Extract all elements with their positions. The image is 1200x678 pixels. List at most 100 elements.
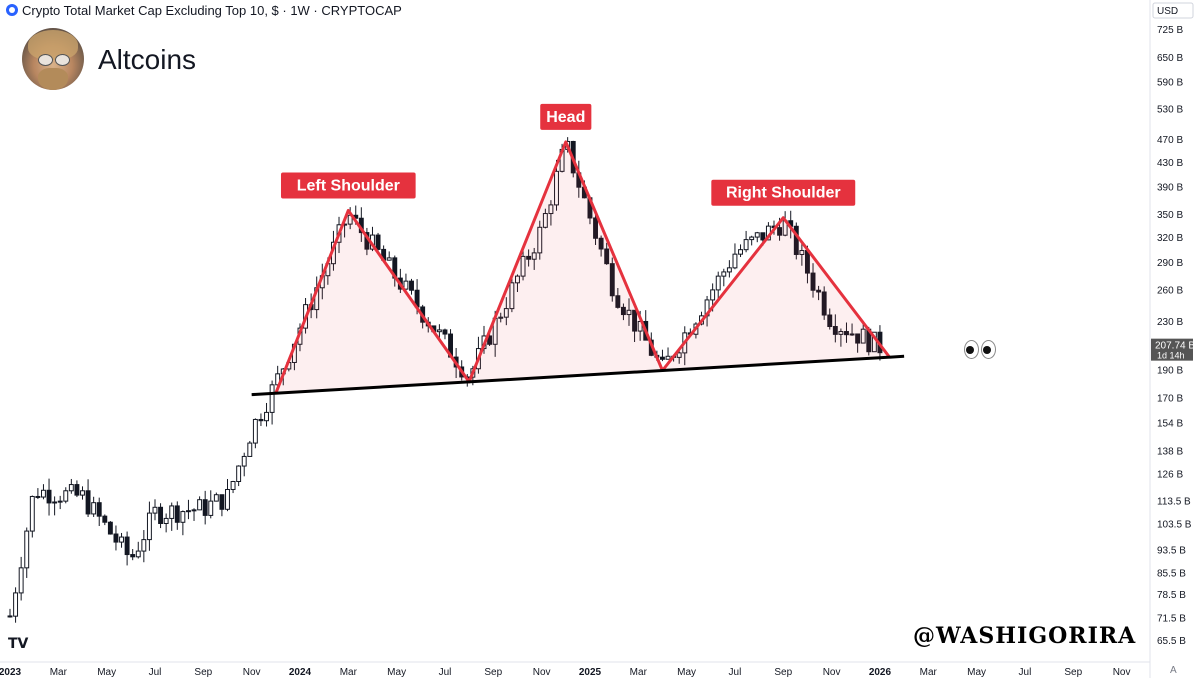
candle-body bbox=[185, 510, 191, 513]
candle-body bbox=[855, 333, 861, 344]
candle-body bbox=[63, 490, 69, 502]
candle-body bbox=[202, 499, 208, 516]
cryptocap-icon bbox=[6, 4, 18, 16]
time-axis[interactable]: 2023 Mar May Jul Sep Nov 2024 Mar May Jul Sep Nov 20… bbox=[0, 661, 1150, 678]
candle-body bbox=[41, 489, 46, 498]
candle-body bbox=[743, 239, 749, 251]
pattern-label-text: Head bbox=[546, 109, 585, 126]
candle-body bbox=[660, 356, 665, 360]
currency-label: USD bbox=[1157, 6, 1178, 17]
current-price-tag bbox=[1151, 338, 1193, 361]
candle-body bbox=[520, 255, 526, 277]
candle-body bbox=[152, 506, 158, 514]
candles-layer bbox=[7, 137, 883, 623]
candle-body bbox=[632, 309, 638, 332]
pattern-fill bbox=[275, 141, 890, 394]
candle-body bbox=[191, 509, 197, 512]
pattern-label-bg bbox=[280, 172, 416, 199]
candle-body bbox=[832, 326, 838, 335]
candle-body bbox=[230, 480, 236, 490]
candle-body bbox=[626, 309, 632, 316]
time-tick-label: Jul bbox=[729, 667, 742, 678]
price-tick-label: 170 B bbox=[1157, 394, 1183, 405]
symbol-title: Crypto Total Market Cap Excluding Top 10… bbox=[22, 2, 402, 18]
candle-body bbox=[80, 490, 85, 496]
candle-body bbox=[542, 213, 548, 228]
price-tick-label: 93.5 B bbox=[1157, 546, 1186, 557]
price-tick-label: 350 B bbox=[1157, 210, 1183, 221]
candle-body bbox=[849, 333, 855, 336]
candle-body bbox=[7, 615, 13, 618]
candle-body bbox=[615, 295, 621, 308]
time-tick-label: Nov bbox=[533, 667, 551, 678]
candle-body bbox=[68, 484, 74, 492]
pattern-label: Head bbox=[540, 103, 592, 130]
time-tick-label: Sep bbox=[194, 667, 212, 678]
time-tick-label: Mar bbox=[920, 667, 938, 678]
price-tick-label: 85.5 B bbox=[1157, 568, 1186, 579]
neckline bbox=[251, 354, 905, 397]
candle-body bbox=[24, 530, 30, 569]
candle-body bbox=[180, 511, 186, 523]
candle-body bbox=[620, 306, 626, 316]
pattern-line bbox=[274, 140, 892, 394]
candle-body bbox=[844, 331, 849, 336]
pattern-label-bg bbox=[540, 103, 592, 130]
candle-body bbox=[515, 275, 520, 284]
candle-body bbox=[860, 328, 866, 344]
time-tick-label: 2025 bbox=[579, 667, 602, 678]
pattern-label-bg bbox=[711, 179, 856, 206]
candle-body bbox=[721, 271, 727, 277]
watermark: @WASHIGORIRA bbox=[913, 623, 1137, 649]
candle-body bbox=[799, 250, 805, 255]
candle-body bbox=[52, 501, 58, 504]
current-price-label: 207.74 B bbox=[1155, 341, 1195, 352]
candle-body bbox=[593, 217, 598, 239]
price-tick-label: 190 B bbox=[1157, 365, 1183, 376]
candle-body bbox=[174, 505, 180, 523]
pattern-label: Left Shoulder bbox=[280, 172, 416, 199]
candle-body bbox=[130, 554, 136, 558]
candle-body bbox=[375, 234, 381, 250]
tradingview-logo-icon[interactable]: TV bbox=[8, 636, 29, 652]
price-tick-label: 78.5 B bbox=[1157, 590, 1186, 601]
pattern-label-text: Left Shoulder bbox=[297, 177, 400, 194]
time-tick-label: Sep bbox=[1064, 667, 1082, 678]
candle-body bbox=[46, 489, 52, 504]
candle-body bbox=[548, 204, 554, 215]
candle-body bbox=[598, 237, 604, 250]
candle-body bbox=[526, 255, 532, 260]
price-tick-label: 71.5 B bbox=[1157, 614, 1186, 625]
candle-body bbox=[676, 352, 682, 358]
price-tick-label: 103.5 B bbox=[1157, 520, 1192, 531]
candle-body bbox=[119, 536, 124, 543]
time-tick-label: 2024 bbox=[289, 667, 312, 678]
candle-body bbox=[252, 418, 258, 444]
price-tick-label: 138 B bbox=[1157, 447, 1183, 458]
candle-body bbox=[710, 289, 716, 301]
time-tick-label: Mar bbox=[340, 667, 358, 678]
price-tick-label: 530 B bbox=[1157, 105, 1183, 116]
price-tick-label: 390 B bbox=[1157, 183, 1183, 194]
price-tick-label: 320 B bbox=[1157, 233, 1183, 244]
candle-body bbox=[531, 252, 537, 260]
candle-body bbox=[85, 490, 91, 515]
candle-body bbox=[715, 275, 721, 291]
eyes-emoji bbox=[964, 340, 996, 359]
candle-body bbox=[498, 316, 504, 319]
candle-body bbox=[749, 236, 755, 241]
candle-body bbox=[604, 248, 610, 265]
candle-body bbox=[102, 515, 108, 523]
candle-body bbox=[609, 263, 615, 297]
candle-body bbox=[436, 329, 442, 333]
candle-body bbox=[236, 465, 242, 482]
price-axis[interactable]: USD 725 B 650 B 590 B 530 B 470 B 430 B 390 B 35… bbox=[1149, 0, 1195, 678]
price-tick-label: 725 B bbox=[1157, 25, 1183, 36]
candle-body bbox=[141, 539, 147, 552]
time-tick-label: Nov bbox=[243, 667, 261, 678]
time-tick-label: May bbox=[677, 667, 696, 678]
price-tick-label: 65.5 B bbox=[1157, 636, 1186, 647]
candle-body bbox=[113, 533, 119, 543]
candle-body bbox=[821, 291, 827, 316]
